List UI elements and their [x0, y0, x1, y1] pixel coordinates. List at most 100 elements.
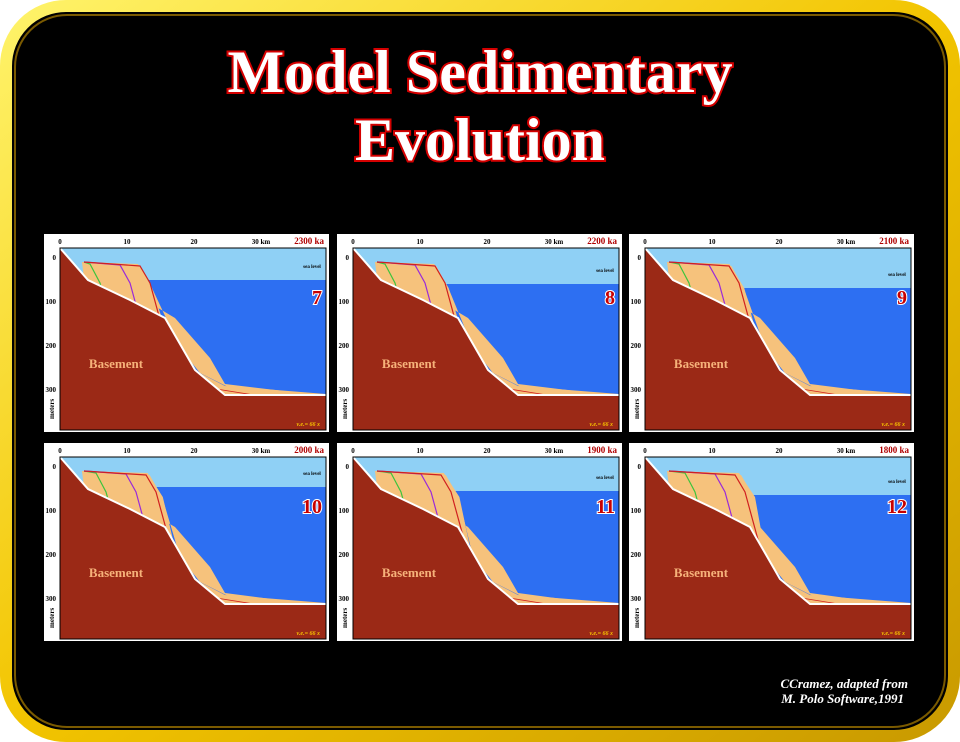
y-tick-label: 0	[346, 463, 350, 471]
basement-outline	[352, 456, 619, 605]
panel: 0 10 20 30 km 0 100 200 300 meters sea level Basem…	[337, 443, 622, 641]
panel: 0 10 20 30 km 0 100 200 300 meters sea level Basem…	[629, 234, 914, 432]
y-axis-label: meters	[633, 608, 641, 628]
ve-label: v.e.= 66 x	[589, 631, 613, 637]
y-tick-label: 0	[53, 254, 57, 262]
x-tick-label: 30 km	[252, 238, 271, 246]
x-tick-label: 30 km	[545, 238, 564, 246]
y-tick-label: 100	[46, 507, 57, 515]
panel-number: 8	[605, 287, 615, 309]
x-tick-label: 10	[417, 447, 425, 455]
x-tick-label: 30 km	[837, 238, 856, 246]
x-tick-label: 10	[124, 238, 132, 246]
x-tick-label: 10	[124, 447, 132, 455]
basement-label: Basement	[674, 356, 729, 371]
basement-outline	[59, 456, 326, 605]
x-tick-label: 0	[58, 238, 62, 246]
y-axis-label: meters	[48, 399, 56, 419]
basement	[353, 248, 619, 430]
x-tick-label: 10	[709, 238, 717, 246]
panel: 0 10 20 30 km 0 100 200 300 meters sea level Basem…	[629, 443, 914, 641]
plot-border	[59, 247, 327, 431]
y-tick-label: 200	[339, 551, 350, 559]
age-label: 2200 ka	[587, 236, 617, 246]
y-tick-label: 200	[46, 342, 57, 350]
ve-label: v.e.= 66 x	[296, 422, 320, 428]
x-tick-label: 0	[351, 447, 355, 455]
panel-number: 9	[897, 287, 907, 309]
x-tick-label: 30 km	[837, 447, 856, 455]
y-tick-label: 300	[631, 386, 642, 394]
age-label: 2100 ka	[879, 236, 909, 246]
x-tick-label: 10	[417, 238, 425, 246]
basement-label: Basement	[674, 565, 729, 580]
y-tick-label: 100	[631, 507, 642, 515]
sea-level-label: sea level	[596, 269, 614, 274]
y-tick-label: 100	[339, 298, 350, 306]
frame-inner	[14, 14, 946, 728]
plot-border	[644, 456, 912, 640]
y-tick-label: 100	[46, 298, 57, 306]
plot-border	[352, 247, 620, 431]
credit: M. Polo Software,1991	[780, 691, 904, 706]
y-tick-label: 0	[346, 254, 350, 262]
shelf-sediment	[667, 262, 911, 408]
growth-line	[83, 261, 166, 339]
x-tick-label: 0	[58, 447, 62, 455]
x-tick-label: 20	[776, 447, 784, 455]
basement-label: Basement	[89, 356, 144, 371]
shelf-sediment	[375, 262, 619, 408]
growth-line	[376, 470, 467, 548]
age-label: 2000 ka	[294, 445, 324, 455]
growth-line	[83, 470, 172, 548]
basement	[645, 457, 911, 639]
y-axis-label: meters	[341, 399, 349, 419]
panel-number: 11	[596, 496, 615, 518]
ve-label: v.e.= 66 x	[881, 422, 905, 428]
y-axis-label: meters	[341, 608, 349, 628]
x-tick-label: 20	[191, 238, 199, 246]
panel: 0 10 20 30 km 0 100 200 300 meters sea level Basem…	[44, 443, 329, 641]
growth-line	[668, 261, 755, 339]
shelf-sediment	[82, 471, 326, 617]
panel: 0 10 20 30 km 0 100 200 300 meters sea level Basem…	[44, 234, 329, 432]
basement	[353, 457, 619, 639]
x-tick-label: 20	[191, 447, 199, 455]
credit: CCramez, adapted from	[781, 676, 908, 691]
y-tick-label: 200	[631, 551, 642, 559]
x-tick-label: 20	[484, 447, 492, 455]
y-tick-label: 0	[638, 254, 642, 262]
basement-label: Basement	[89, 565, 144, 580]
y-tick-label: 0	[53, 463, 57, 471]
plot-border	[59, 456, 327, 640]
ve-label: v.e.= 66 x	[881, 631, 905, 637]
y-axis-label: meters	[633, 399, 641, 419]
y-tick-label: 200	[631, 342, 642, 350]
age-label: 1900 ka	[587, 445, 617, 455]
x-tick-label: 10	[709, 447, 717, 455]
sea-level-label: sea level	[303, 265, 321, 270]
y-tick-label: 100	[339, 507, 350, 515]
x-tick-label: 20	[776, 238, 784, 246]
y-tick-label: 300	[46, 595, 57, 603]
growth-line	[376, 261, 461, 339]
age-label: 2300 ka	[294, 236, 324, 246]
basement	[645, 248, 911, 430]
basement	[60, 248, 326, 430]
basement-label: Basement	[382, 565, 437, 580]
sea-level-label: sea level	[303, 472, 321, 477]
x-tick-label: 0	[643, 447, 647, 455]
shelf-sediment	[82, 262, 326, 408]
age-label: 1800 ka	[879, 445, 909, 455]
y-tick-label: 300	[631, 595, 642, 603]
y-tick-label: 200	[339, 342, 350, 350]
y-tick-label: 200	[46, 551, 57, 559]
title-line: Model Sedimentary	[228, 39, 733, 105]
x-tick-label: 20	[484, 238, 492, 246]
ve-label: v.e.= 66 x	[589, 422, 613, 428]
y-tick-label: 100	[631, 298, 642, 306]
basement-outline	[644, 247, 911, 396]
sea-level-label: sea level	[596, 476, 614, 481]
panel-number: 10	[302, 496, 322, 518]
